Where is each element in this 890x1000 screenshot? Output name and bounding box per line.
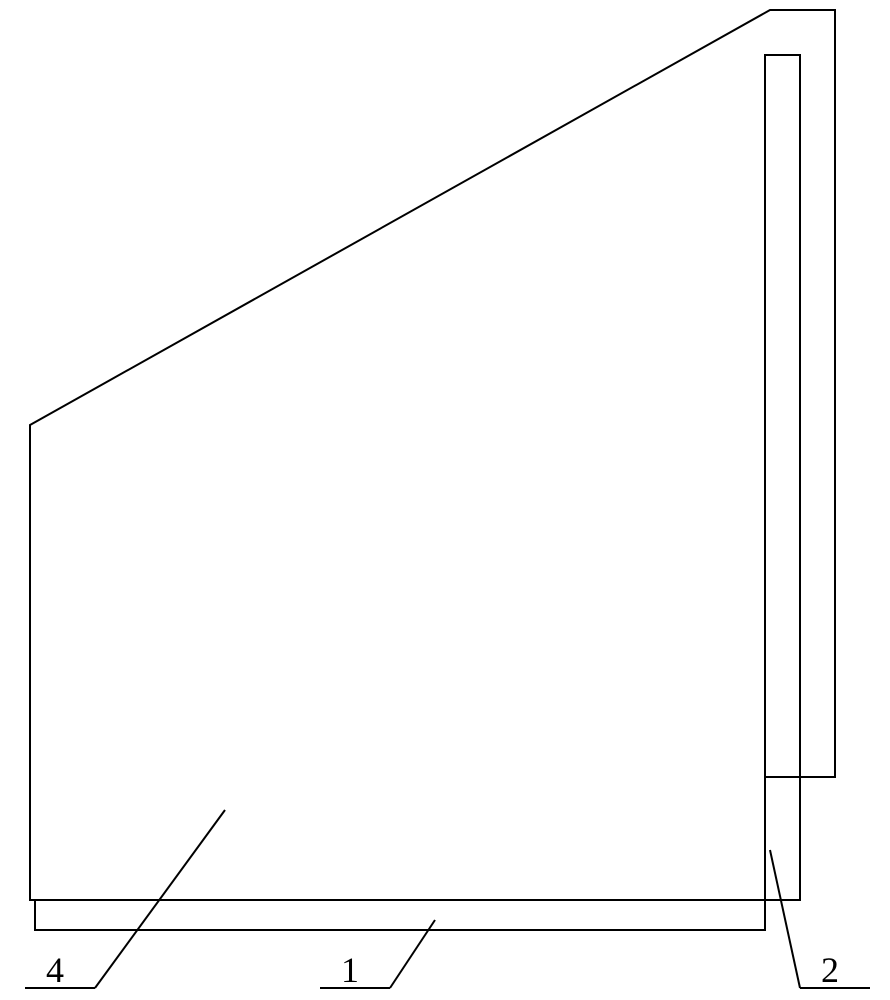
vertical-slat (765, 55, 800, 777)
callout-label-4: 4 (46, 950, 64, 990)
technical-diagram: 4 1 2 (0, 0, 890, 1000)
callout-label-1: 1 (341, 950, 359, 990)
callout-2: 2 (770, 850, 870, 990)
main-outline (30, 10, 835, 930)
callout-label-2: 2 (821, 950, 839, 990)
